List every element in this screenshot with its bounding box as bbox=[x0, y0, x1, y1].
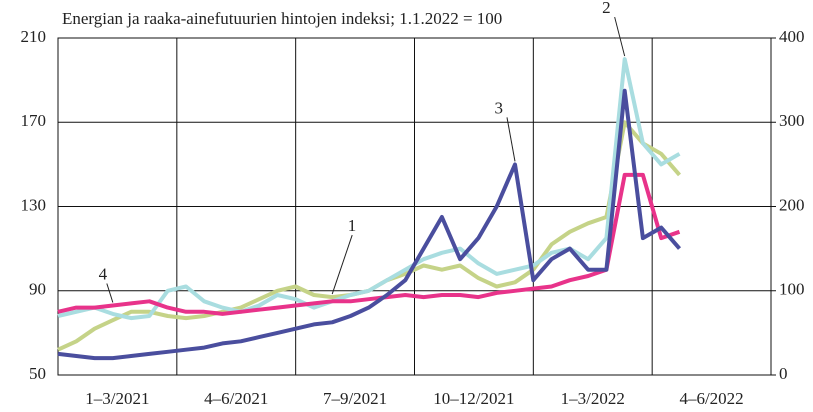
y-tick-label: 50 bbox=[29, 364, 46, 383]
y-tick-label: 130 bbox=[21, 195, 47, 214]
x-tick-label: 7–9/2021 bbox=[323, 389, 387, 408]
chart-title: Energian ja raaka-ainefutuurien hintojen… bbox=[62, 9, 502, 28]
x-tick-label: 4–6/2022 bbox=[679, 389, 743, 408]
y2-tick-label: 400 bbox=[779, 27, 805, 46]
series-label: 1 bbox=[348, 216, 357, 235]
series-line bbox=[57, 172, 681, 316]
y2-tick-label: 200 bbox=[779, 195, 805, 214]
x-tick-label: 1–3/2021 bbox=[85, 389, 149, 408]
y-tick-label: 90 bbox=[29, 280, 46, 299]
x-tick-label: 4–6/2021 bbox=[204, 389, 268, 408]
annotation-leader bbox=[331, 234, 353, 295]
series-label: 3 bbox=[494, 98, 503, 117]
y-tick-label: 210 bbox=[21, 27, 47, 46]
y2-tick-label: 100 bbox=[779, 280, 805, 299]
y2-tick-label: 300 bbox=[779, 111, 805, 130]
annotation-leader bbox=[506, 117, 516, 162]
series-line bbox=[57, 88, 682, 361]
series-label: 4 bbox=[99, 264, 108, 283]
x-tick-label: 1–3/2022 bbox=[561, 389, 625, 408]
series-label: 2 bbox=[602, 0, 611, 17]
annotation-leader bbox=[614, 16, 626, 57]
y2-tick-label: 0 bbox=[779, 364, 788, 383]
x-tick-label: 10–12/2021 bbox=[433, 389, 514, 408]
series-line bbox=[57, 57, 681, 321]
y-tick-label: 170 bbox=[21, 111, 47, 130]
annotation-leader bbox=[106, 283, 114, 303]
